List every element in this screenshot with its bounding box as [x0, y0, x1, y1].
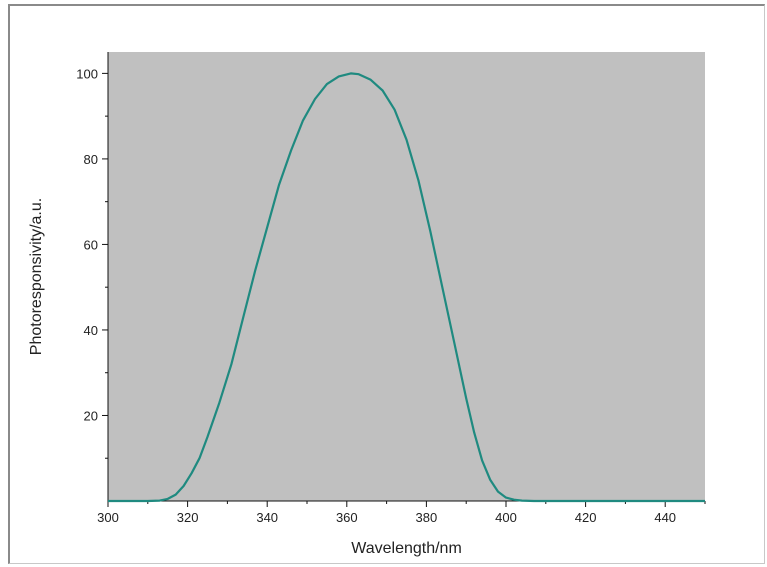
x-tick-label: 340 — [256, 510, 278, 525]
x-tick-label: 420 — [575, 510, 597, 525]
x-tick-label: 360 — [336, 510, 358, 525]
y-tick-label: 20 — [84, 408, 98, 423]
y-tick-label: 80 — [84, 152, 98, 167]
x-tick-label: 300 — [97, 510, 119, 525]
y-tick-label: 60 — [84, 237, 98, 252]
x-axis-title: Wavelength/nm — [351, 540, 462, 557]
y-tick-label: 100 — [76, 66, 98, 81]
x-tick-label: 440 — [654, 510, 676, 525]
ticks: 300 320 340 360 380 400 420 440 20 40 60 80 100 — [76, 66, 706, 525]
series-line — [108, 72, 705, 503]
chart-frame — [8, 4, 765, 564]
x-tick-label: 400 — [495, 510, 517, 525]
x-tick-label: 380 — [416, 510, 438, 525]
y-tick-label: 40 — [84, 323, 98, 338]
y-axis-title: Photoresponsivity/a.u. — [28, 198, 45, 355]
x-tick-label: 320 — [177, 510, 199, 525]
plot-area — [108, 52, 705, 501]
